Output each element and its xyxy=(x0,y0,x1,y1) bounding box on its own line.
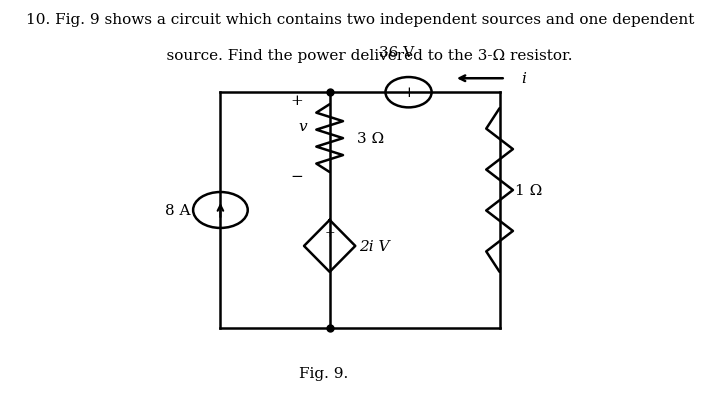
Text: 36 V: 36 V xyxy=(379,46,414,60)
Text: 8 A: 8 A xyxy=(165,203,191,217)
Text: 2i V: 2i V xyxy=(359,239,390,253)
Text: Fig. 9.: Fig. 9. xyxy=(299,366,348,380)
Text: 1 Ω: 1 Ω xyxy=(515,184,542,198)
Text: +: + xyxy=(402,86,415,100)
Text: i: i xyxy=(521,72,526,86)
Text: −: − xyxy=(290,170,302,184)
Text: 10. Fig. 9 shows a circuit which contains two independent sources and one depend: 10. Fig. 9 shows a circuit which contain… xyxy=(26,13,694,27)
Text: +: + xyxy=(324,227,335,240)
Text: v: v xyxy=(299,120,307,134)
Text: +: + xyxy=(290,94,302,108)
Text: 3 Ω: 3 Ω xyxy=(357,132,384,146)
Text: source. Find the power delivered to the 3-Ω resistor.: source. Find the power delivered to the … xyxy=(148,49,572,63)
